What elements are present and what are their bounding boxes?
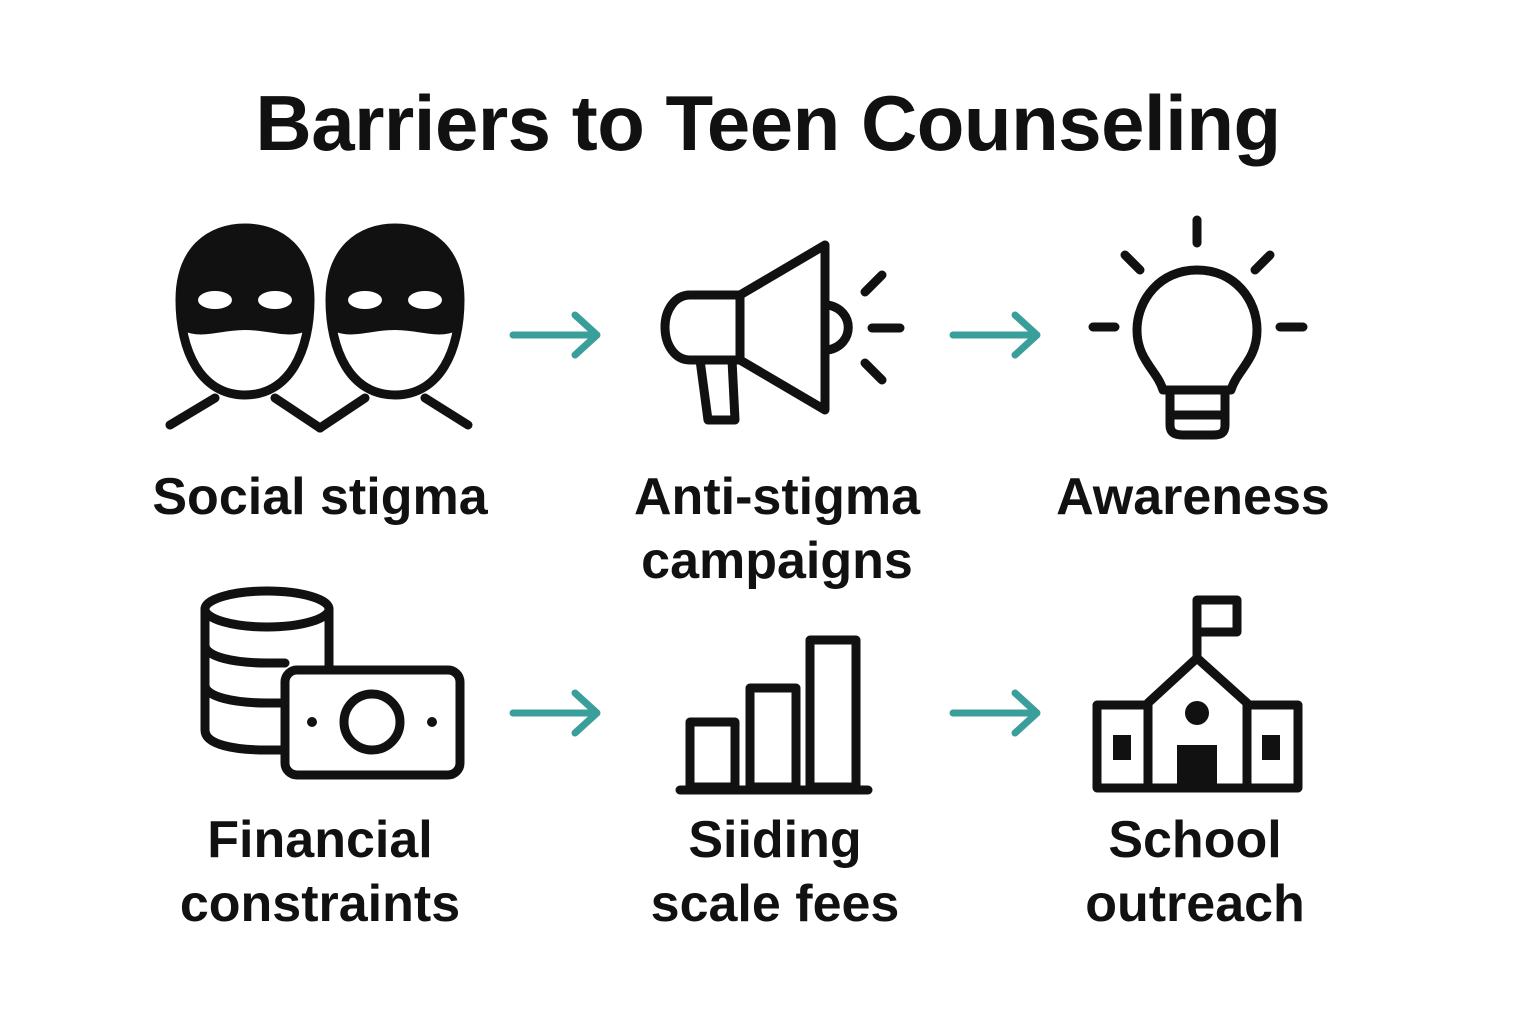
arrow-right-icon bbox=[949, 311, 1041, 359]
label-line: outreach bbox=[1085, 875, 1305, 933]
label-line: Anti-stigma bbox=[634, 468, 920, 526]
bar-chart-icon bbox=[675, 635, 873, 795]
school-icon bbox=[1092, 595, 1303, 793]
label-line: constraints bbox=[179, 875, 461, 933]
label-school-outreach: School outreach bbox=[995, 808, 1395, 936]
masks-icon bbox=[165, 223, 473, 433]
label-line: School bbox=[1108, 811, 1282, 869]
mask-face-left bbox=[165, 223, 325, 433]
label-line: campaigns bbox=[641, 532, 913, 590]
label-line: Siiding bbox=[688, 811, 862, 869]
money-stack-icon bbox=[200, 586, 465, 780]
label-line: Social stigma bbox=[152, 468, 488, 526]
label-line: scale fees bbox=[650, 875, 900, 933]
label-financial-constraints: Financial constraints bbox=[120, 808, 520, 936]
page-title: Barriers to Teen Counseling bbox=[255, 79, 1281, 167]
label-social-stigma: Social stigma bbox=[120, 465, 520, 529]
arrow-right-icon bbox=[949, 689, 1041, 737]
arrow-right-icon bbox=[509, 689, 601, 737]
lightbulb-icon bbox=[1088, 215, 1308, 440]
mask-face-right bbox=[315, 223, 473, 433]
megaphone-icon bbox=[660, 240, 905, 425]
label-awareness: Awareness bbox=[993, 465, 1393, 529]
label-line: Financial bbox=[207, 811, 433, 869]
label-line: Awareness bbox=[1056, 468, 1330, 526]
label-anti-stigma-campaigns: Anti-stigma campaigns bbox=[577, 465, 977, 593]
label-sliding-scale-fees: Siiding scale fees bbox=[575, 808, 975, 936]
arrow-right-icon bbox=[509, 311, 601, 359]
